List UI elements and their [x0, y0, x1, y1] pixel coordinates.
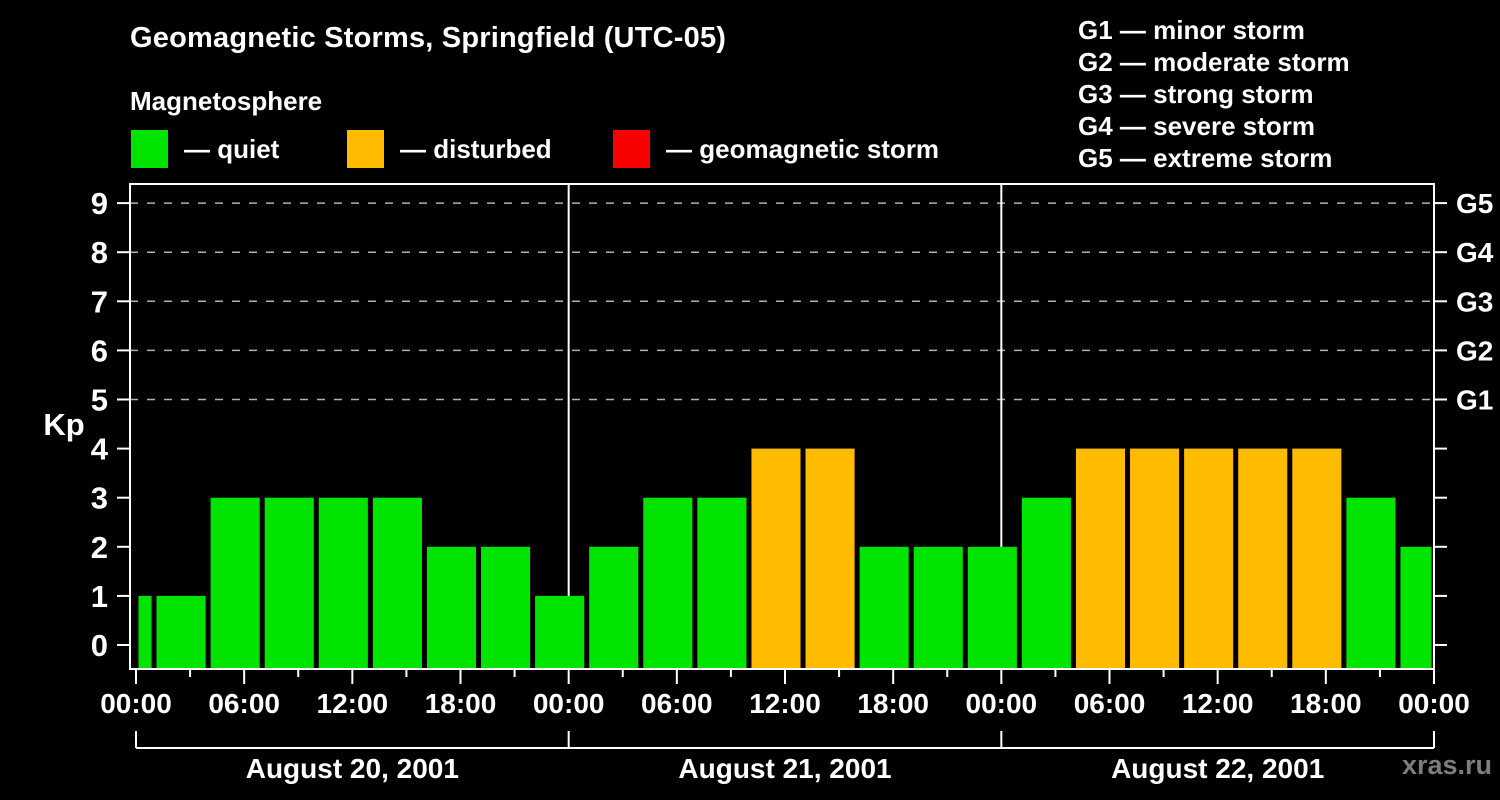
y-tick-label-2: 2 [91, 530, 108, 565]
g3-legend-line: G3 — strong storm [1078, 79, 1314, 109]
kp-bar-h34-kp4 [751, 448, 801, 669]
kp-bar-h46-kp2 [967, 546, 1017, 669]
kp-bar-h19-kp2 [481, 546, 531, 669]
kp-bar-h4-kp3 [210, 497, 260, 669]
legend-item-storm: — geomagnetic storm [613, 129, 939, 169]
g-axis-label-G3: G3 [1456, 286, 1493, 317]
date-label: August 21, 2001 [678, 753, 891, 784]
date-label: August 20, 2001 [246, 753, 459, 784]
kp-bar-h25-kp2 [589, 546, 639, 669]
g1-legend-line: G1 — minor storm [1078, 15, 1305, 45]
kp-bar-h22-kp1 [535, 595, 585, 669]
y-tick-label-7: 7 [91, 284, 108, 319]
x-tick-label: 12:00 [1182, 688, 1254, 719]
legend-label-storm: — geomagnetic storm [666, 133, 940, 164]
legend-label-disturbed: — disturbed [400, 133, 552, 164]
g-axis-label-G5: G5 [1456, 188, 1493, 219]
kp-bar-h0-kp1 [138, 595, 152, 669]
kp-bar-h70-kp2 [1400, 546, 1432, 669]
x-tick-label: 06:00 [641, 688, 713, 719]
x-tick-label: 12:00 [317, 688, 389, 719]
x-tick-label: 18:00 [857, 688, 929, 719]
g4-legend-line: G4 — severe storm [1078, 111, 1316, 141]
g-axis-label-G4: G4 [1456, 237, 1494, 268]
kp-bar-h52-kp4 [1075, 448, 1126, 669]
legend-label-quiet: — quiet [184, 133, 280, 164]
storm-color-swatch [613, 130, 650, 168]
disturbed-color-swatch [347, 130, 384, 168]
x-tick-label: 00:00 [966, 688, 1038, 719]
g-axis-label-G1: G1 [1456, 385, 1493, 416]
xras-watermark: xras.ru [1401, 750, 1492, 780]
y-tick-label-3: 3 [91, 481, 108, 516]
kp-bar-h28-kp3 [643, 497, 693, 669]
kp-bar-h40-kp2 [859, 546, 909, 669]
quiet-color-swatch [131, 130, 168, 168]
y-tick-label-5: 5 [91, 383, 108, 418]
y-tick-label-8: 8 [91, 235, 108, 270]
y-tick-label-0: 0 [91, 628, 108, 663]
kp-bar-h16-kp2 [426, 546, 477, 669]
y-tick-label-6: 6 [91, 333, 108, 368]
date-label: August 22, 2001 [1111, 753, 1324, 784]
chart-subtitle: Magnetosphere [130, 86, 323, 116]
kp-bar-h55-kp4 [1130, 448, 1180, 669]
x-tick-label: 00:00 [100, 688, 172, 719]
kp-bar-h43-kp2 [913, 546, 963, 669]
kp-bar-h10-kp3 [318, 497, 368, 669]
y-tick-label-1: 1 [91, 579, 108, 614]
x-tick-label: 00:00 [533, 688, 605, 719]
kp-bar-h49-kp3 [1021, 497, 1071, 669]
x-tick-label: 06:00 [208, 688, 280, 719]
x-tick-label: 18:00 [425, 688, 497, 719]
kp-bar-h13-kp3 [372, 497, 422, 669]
kp-bar-h37-kp4 [805, 448, 855, 669]
x-tick-label: 06:00 [1074, 688, 1146, 719]
kp-bar-h31-kp3 [697, 497, 747, 669]
kp-bar-h7-kp3 [264, 497, 314, 669]
y-tick-label-4: 4 [91, 432, 109, 467]
x-tick-label: 18:00 [1290, 688, 1362, 719]
kp-bar-h1-kp1 [156, 595, 206, 669]
legend-item-disturbed: — disturbed [347, 129, 552, 169]
g-axis-label-G2: G2 [1456, 335, 1493, 366]
kp-bar-h58-kp4 [1184, 448, 1234, 669]
x-tick-label: 12:00 [749, 688, 821, 719]
kp-bar-h64-kp4 [1292, 448, 1342, 669]
g-scale-legend: G1 — minor storm G2 — moderate storm G3 … [1078, 14, 1350, 174]
kp-bar-h61-kp4 [1238, 448, 1288, 669]
y-axis-title: Kp [43, 407, 84, 442]
x-tick-label: 00:00 [1398, 688, 1470, 719]
kp-bar-h67-kp3 [1346, 497, 1396, 669]
legend-item-quiet: — quiet [131, 129, 279, 169]
chart-title: Geomagnetic Storms, Springfield (UTC-05) [130, 22, 727, 54]
g5-legend-line: G5 — extreme storm [1078, 143, 1333, 173]
y-tick-label-9: 9 [91, 186, 108, 221]
g2-legend-line: G2 — moderate storm [1078, 47, 1350, 77]
plot-border [129, 183, 1435, 670]
